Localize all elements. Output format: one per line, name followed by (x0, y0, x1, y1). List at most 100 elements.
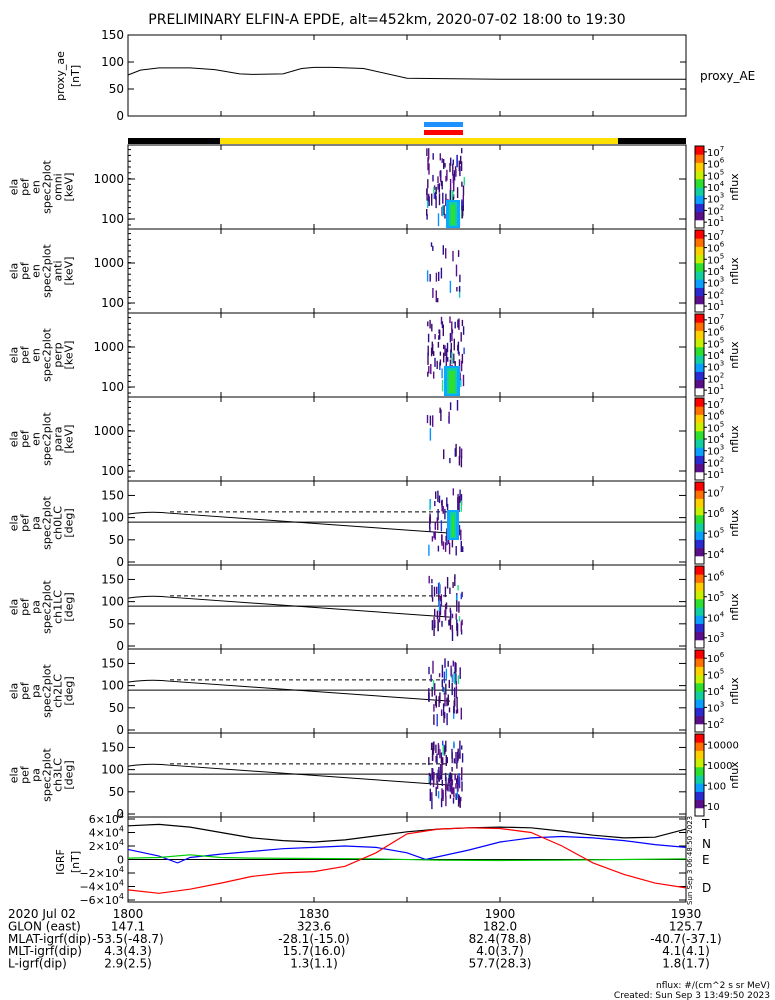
pitch-panel-4-ylabel: pa (30, 768, 43, 782)
pitch-panel-1-colorbar-swatch (695, 539, 704, 542)
energy-panel-1-pixel (443, 159, 445, 169)
energy-panel-4-colorbar-swatch (695, 455, 704, 458)
pitch-panel-4-pixel (435, 786, 437, 797)
pitch-panel-3-pixel (441, 664, 444, 678)
pitch-panel-1-pixel (429, 527, 431, 532)
energy-panel-2-colorbar-swatch (695, 260, 704, 262)
pitch-panel-1-colorbar-swatch (695, 532, 704, 535)
pitch-panel-4-colorbar-swatch (695, 795, 704, 798)
pitch-panel-1-ylabel: ch0LC (52, 506, 65, 540)
pitch-panel-3-colorbar-swatch (695, 699, 704, 702)
energy-panel-3-colorbar-swatch (695, 333, 704, 335)
pitch-panel-2-pixel (431, 585, 433, 598)
pitch-panel-4-pixel (442, 792, 444, 802)
energy-panel-1-colorbar-swatch (695, 223, 704, 226)
energy-panel-1-pixel (449, 162, 451, 173)
energy-panel-3-pixel (427, 371, 429, 377)
pitch-panel-3-pixel (438, 696, 440, 707)
energy-panel-3-colorbar-swatch (695, 357, 704, 360)
energy-panel-2-pixel (437, 298, 439, 303)
pitch-panel-2-pixel (444, 609, 447, 621)
pitch-panel-2-colorbar-tick-label: 106 (707, 569, 725, 583)
energy-panel-1-pixel (452, 163, 454, 176)
pitch-panel-4-colorbar-swatch (695, 740, 704, 743)
pitch-panel-3-colorbar-swatch (695, 722, 704, 725)
energy-panel-2-colorbar-tick-label: 107 (707, 229, 724, 243)
pitch-panel-2-colorbar-swatch (695, 591, 704, 594)
pitch-panel-1-pixel (452, 488, 454, 496)
pitch-panel-3-colorbar-swatch (695, 703, 704, 706)
pitch-panel-1-ylabel: spec2plot (41, 496, 54, 550)
energy-panel-1-colorbar-swatch (695, 219, 704, 222)
energy-panel-1-colorbar-swatch (695, 159, 704, 162)
energy-panel-4-colorbar-tick-label: 106 (707, 409, 725, 423)
pitch-panel-4-pixel (461, 767, 463, 781)
energy-panel-1-pixel (426, 148, 428, 157)
proxy-ae-ytick-label: 150 (101, 28, 124, 42)
energy-panel-1-pixel (435, 196, 437, 209)
energy-panel-2-colorbar-swatch (695, 258, 704, 261)
pitch-panel-4-pixel (461, 753, 464, 763)
energy-panel-1-data (426, 148, 465, 228)
pitch-panel-1-colorbar-swatch (695, 542, 704, 544)
energy-panel-4-pixel (456, 400, 459, 411)
pitch-panel-4-pixel (458, 795, 461, 804)
energy-panel-1-pixel (456, 154, 458, 168)
pitch-panel-2-colorbar-swatch (695, 643, 704, 646)
energy-panel-4-colorbar-swatch (695, 456, 704, 459)
energy-panel-1-colorbar-swatch (695, 182, 704, 185)
pitch-panel-2-ylabel: ela (8, 599, 21, 616)
pitch-panel-3-colorbar-swatch (695, 686, 704, 689)
pitch-panel-1-colorbar-swatch (695, 521, 704, 524)
pitch-panel-4-pixel (451, 767, 453, 772)
energy-panel-1-pixel (449, 179, 452, 191)
pitch-panel-1-ylabel: pef (19, 513, 32, 532)
pitch-panel-2-colorbar-swatch (695, 624, 704, 627)
pitch-panel-2-colorbar-swatch (695, 581, 704, 583)
igrf-ytick-label: 2×104 (89, 838, 124, 853)
pitch-panel-3-colorbar-swatch (695, 650, 704, 652)
pitch-panel-4-colorbar: 10 100 1000 10000 nflux (694, 733, 741, 817)
energy-panel-3-frame (127, 312, 687, 398)
energy-panel-1-pixel (442, 192, 444, 204)
energy-panel-2-colorbar-tick-label: 102 (707, 287, 724, 301)
energy-panel-1-pixel (452, 173, 454, 184)
energy-panel-2-colorbar-swatch (695, 251, 704, 254)
energy-panel-1-colorbar-swatch (695, 165, 704, 167)
energy-panel-3-colorbar-swatch (695, 324, 704, 327)
pitch-panel-3-colorbar-swatch (695, 701, 704, 704)
energy-panel-2-colorbar-tick-label: 103 (707, 276, 724, 290)
energy-panel-2-colorbar-swatch (695, 257, 704, 260)
pitch-panel-4-pixel (453, 758, 456, 764)
pitch-panel-3-pixel (455, 673, 457, 683)
energy-panel-1-colorbar-swatch (695, 163, 704, 166)
energy-panel-3-colorbar-swatch (695, 376, 704, 379)
pitch-panel-1-colorbar-swatch (695, 531, 704, 534)
pitch-panel-3-pixel (442, 703, 445, 716)
energy-panel-3-pixel (445, 356, 447, 367)
footer-cell: 323.6 (297, 919, 331, 933)
pitch-panel-1-colorbar-swatch (695, 498, 704, 501)
pitch-panel-1-pixel (457, 497, 459, 510)
pitch-panel-2-colorbar-swatch (695, 626, 704, 628)
pitch-panel-3-colorbar-swatch (695, 693, 704, 696)
pitch-panel-3-colorbar-swatch (695, 665, 704, 667)
energy-panel-4-colorbar-swatch (695, 417, 704, 419)
pitch-panel-4-pixel (442, 744, 444, 755)
pitch-panel-2-pixel (451, 613, 454, 619)
energy-panel-3-colorbar-swatch (695, 318, 704, 320)
energy-panel-1-colorbar-swatch (695, 166, 704, 169)
pitch-panel-3-colorbar-swatch (695, 666, 704, 669)
energy-panel-3-pixel (451, 352, 453, 364)
footer-cell: -53.5(-48.7) (92, 932, 163, 946)
pitch-panel-4-ylabel: [deg] (63, 760, 76, 789)
energy-panel-1-pixel (432, 174, 434, 182)
pitch-panel-2-colorbar-swatch (695, 635, 704, 638)
pitch-panel-3-pixel (434, 683, 436, 696)
energy-panel-3-colorbar-swatch (695, 359, 704, 361)
pitch-panel-3-pixel (451, 682, 453, 696)
pitch-panel-4-colorbar-swatch (695, 776, 704, 779)
energy-panel-2-pixel (426, 270, 429, 282)
energy-panel-2-pixel (449, 280, 452, 293)
